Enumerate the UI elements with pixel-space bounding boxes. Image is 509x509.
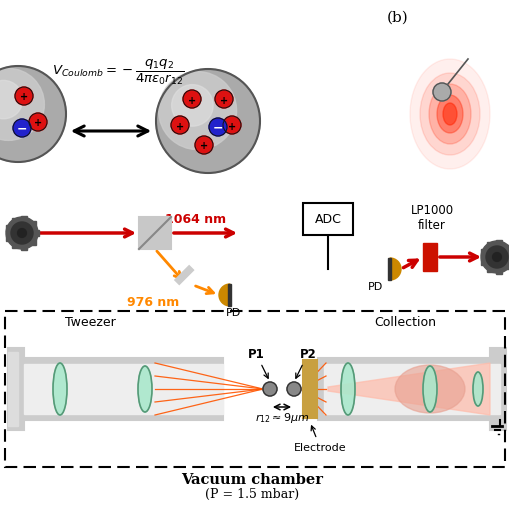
- Circle shape: [492, 253, 500, 262]
- Text: +: +: [228, 121, 236, 131]
- Circle shape: [183, 91, 201, 109]
- Circle shape: [432, 84, 450, 102]
- Circle shape: [480, 242, 509, 273]
- Circle shape: [13, 120, 31, 138]
- Ellipse shape: [341, 363, 354, 415]
- Circle shape: [171, 117, 189, 135]
- Circle shape: [6, 217, 38, 249]
- Bar: [12, 218, 18, 224]
- Text: −: −: [17, 122, 27, 135]
- Bar: [30, 221, 36, 228]
- Circle shape: [263, 382, 276, 396]
- Circle shape: [156, 70, 260, 174]
- Circle shape: [29, 114, 47, 132]
- Text: Electrode: Electrode: [293, 426, 346, 452]
- Circle shape: [287, 382, 300, 396]
- Text: $V_{Coulomb} = -\dfrac{q_1 q_2}{4\pi\epsilon_0 r_{12}}$: $V_{Coulomb} = -\dfrac{q_1 q_2}{4\pi\eps…: [51, 58, 184, 87]
- Circle shape: [215, 91, 233, 109]
- Bar: [5, 312, 504, 467]
- Bar: [6, 235, 12, 241]
- Text: Collection: Collection: [373, 316, 435, 328]
- Text: LP1000
filter: LP1000 filter: [410, 204, 453, 232]
- Text: PD: PD: [226, 307, 241, 318]
- Wedge shape: [218, 285, 230, 306]
- Circle shape: [222, 117, 241, 135]
- Ellipse shape: [409, 60, 489, 169]
- Circle shape: [15, 88, 33, 106]
- Circle shape: [171, 86, 213, 127]
- Text: P1: P1: [247, 347, 268, 379]
- Bar: [422, 243, 436, 271]
- Bar: [504, 264, 509, 269]
- Bar: [6, 226, 12, 232]
- Text: (P = 1.5 mbar): (P = 1.5 mbar): [205, 487, 298, 500]
- Bar: [8, 352, 18, 426]
- Ellipse shape: [428, 85, 470, 145]
- Ellipse shape: [472, 372, 482, 406]
- Circle shape: [209, 119, 227, 137]
- Text: Vacuum chamber: Vacuum chamber: [181, 472, 322, 486]
- Bar: [507, 254, 509, 261]
- Bar: [302, 360, 317, 418]
- Text: +: +: [34, 118, 42, 128]
- Text: Tweezer: Tweezer: [65, 316, 115, 328]
- Text: +: +: [200, 141, 208, 151]
- Bar: [388, 259, 391, 280]
- Ellipse shape: [53, 363, 67, 415]
- Bar: [495, 241, 501, 247]
- Text: $r_{12} \approx 9\mu m$: $r_{12} \approx 9\mu m$: [254, 410, 309, 424]
- Bar: [24, 364, 222, 414]
- Bar: [486, 242, 492, 248]
- Text: −: −: [212, 121, 223, 134]
- Ellipse shape: [419, 74, 479, 156]
- FancyBboxPatch shape: [302, 204, 352, 236]
- Circle shape: [0, 81, 23, 120]
- Bar: [33, 231, 39, 237]
- Bar: [228, 285, 231, 306]
- Ellipse shape: [436, 96, 462, 134]
- Text: P2: P2: [295, 347, 316, 379]
- Bar: [323, 364, 499, 414]
- Circle shape: [0, 67, 66, 163]
- Polygon shape: [327, 363, 489, 415]
- Bar: [21, 244, 27, 250]
- Bar: [21, 217, 27, 223]
- Ellipse shape: [422, 366, 436, 412]
- Bar: [30, 240, 36, 245]
- Text: (b): (b): [386, 11, 408, 25]
- Bar: [480, 250, 486, 256]
- Circle shape: [158, 72, 236, 150]
- Ellipse shape: [138, 366, 152, 412]
- Bar: [12, 243, 18, 248]
- Text: 976 nm: 976 nm: [127, 295, 179, 308]
- Bar: [489, 348, 505, 430]
- Bar: [504, 245, 509, 251]
- Circle shape: [0, 69, 44, 141]
- Bar: [139, 217, 171, 249]
- Text: +: +: [176, 121, 184, 131]
- Text: 1064 nm: 1064 nm: [165, 213, 226, 226]
- Circle shape: [11, 222, 33, 244]
- Circle shape: [194, 137, 213, 155]
- Ellipse shape: [442, 104, 456, 126]
- Circle shape: [18, 229, 26, 238]
- Text: PD: PD: [367, 281, 383, 292]
- Bar: [175, 266, 193, 285]
- Bar: [495, 268, 501, 274]
- Bar: [486, 267, 492, 273]
- Text: +: +: [188, 95, 195, 105]
- Wedge shape: [389, 259, 400, 280]
- Text: +: +: [219, 95, 228, 105]
- Text: +: +: [20, 92, 28, 102]
- Ellipse shape: [394, 365, 464, 413]
- Bar: [8, 348, 24, 430]
- Bar: [480, 259, 486, 265]
- Circle shape: [485, 246, 507, 268]
- Text: ADC: ADC: [314, 213, 341, 226]
- Bar: [318, 358, 499, 420]
- Bar: [8, 358, 222, 420]
